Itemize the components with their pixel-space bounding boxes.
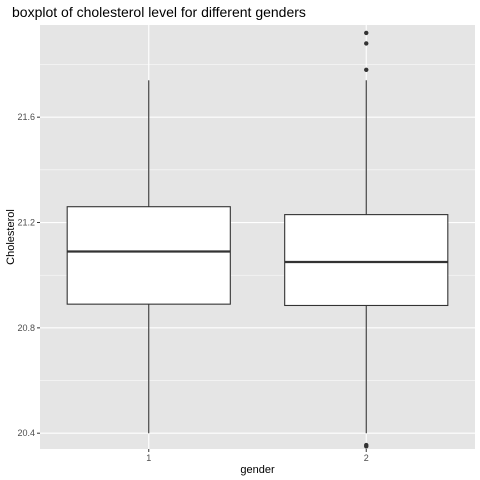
y-tick-label: 20.4 xyxy=(17,428,35,438)
outlier-point xyxy=(364,67,369,72)
x-axis-title: gender xyxy=(240,464,275,476)
y-tick-label: 21.6 xyxy=(17,112,35,122)
box-group-1 xyxy=(66,80,231,434)
y-tick-label: 20.8 xyxy=(17,323,35,333)
iqr-box xyxy=(66,206,231,305)
outlier-point xyxy=(364,444,369,449)
iqr-box xyxy=(284,214,449,307)
outlier-point xyxy=(364,41,369,46)
boxes xyxy=(66,30,449,449)
y-axis: 20.4 20.8 21.2 21.6 xyxy=(17,112,40,438)
chart-title: boxplot of cholesterol level for differe… xyxy=(12,4,306,20)
y-axis-title: Cholesterol xyxy=(5,209,17,265)
x-tick-label: 2 xyxy=(364,453,369,463)
outlier-point xyxy=(364,30,369,36)
x-tick-label: 1 xyxy=(146,453,151,463)
box-group-2 xyxy=(284,30,449,449)
y-tick-label: 21.2 xyxy=(17,218,35,228)
